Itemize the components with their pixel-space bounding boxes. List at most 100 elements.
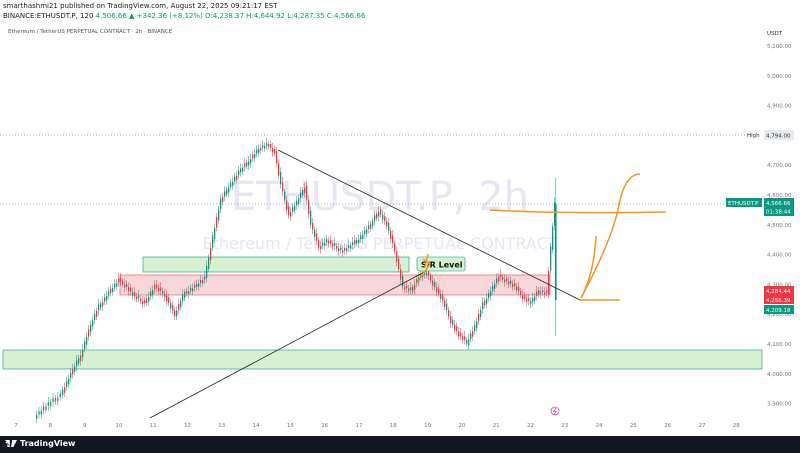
candle-body	[394, 243, 396, 252]
ohlc-values: 4,506.66 ▲ +342.36 (+8.12%) O:4,238.37 H…	[95, 12, 366, 20]
candle-body	[552, 226, 554, 250]
candle-body	[326, 239, 328, 243]
candle-body	[224, 191, 226, 197]
candle-body	[292, 207, 294, 212]
candle-body	[404, 286, 406, 290]
candle-body	[174, 310, 176, 317]
candle-body	[110, 288, 112, 293]
candle-body	[126, 284, 128, 288]
time-axis[interactable]: 7 8 9 10 11 12 13 14 15 16 17 18 19 20 21 22 23 24 25 26 27 2…	[14, 423, 740, 429]
candle-body	[186, 290, 188, 294]
candle-body	[180, 301, 182, 308]
candle-body	[130, 287, 132, 292]
candle-body	[322, 242, 324, 246]
support-zone[interactable]	[2, 349, 763, 370]
candle-body	[96, 310, 98, 317]
candle-body	[312, 222, 314, 230]
sr-level-zone[interactable]	[142, 256, 410, 273]
last-price-value: 4,566.66	[766, 201, 791, 207]
candle-body	[554, 202, 556, 226]
candle-body	[516, 286, 518, 291]
candle-body	[502, 277, 504, 280]
footer-bar: TradingView	[0, 436, 800, 453]
candle-body	[234, 176, 236, 182]
candle-body	[356, 240, 358, 244]
candle-body	[324, 242, 326, 246]
candle-body	[218, 209, 220, 221]
price-tick-label: 4,700.00	[767, 163, 792, 169]
candle-body	[488, 293, 490, 299]
time-tick-label: 20	[458, 423, 465, 429]
candle-body	[548, 270, 550, 295]
time-tick-label: 18	[390, 423, 397, 429]
candle-body	[320, 246, 322, 250]
ascending-trendline[interactable]	[149, 268, 431, 419]
time-tick-label: 28	[733, 423, 740, 429]
candle-body	[208, 257, 210, 269]
time-tick-label: 9	[83, 423, 87, 429]
candle-body	[146, 298, 148, 304]
candle-body	[506, 278, 508, 282]
candle-body	[482, 302, 484, 310]
candle-body	[250, 159, 252, 164]
candle-body	[332, 243, 334, 247]
high-tag: High 4,794.00	[747, 130, 794, 140]
candle-body	[162, 290, 164, 294]
event-marker-icon[interactable]	[550, 406, 560, 416]
time-tick-label: 24	[596, 423, 603, 429]
candle-body	[296, 200, 298, 206]
candle-body	[54, 398, 57, 402]
candle-body	[342, 250, 344, 253]
candle-body	[128, 287, 130, 292]
price-tick-label: 4,400.00	[767, 253, 792, 259]
candle-body	[382, 214, 384, 220]
candle-body	[66, 381, 68, 387]
ohlc-line: BINANCE:ETHUSDT.P, 120 4,506.66 ▲ +342.3…	[3, 12, 365, 20]
price-tag-1: 4,284.44	[766, 289, 791, 295]
candle-body	[420, 274, 422, 277]
time-tick-label: 25	[630, 423, 637, 429]
time-tick-label: 13	[218, 423, 225, 429]
time-tick-label: 26	[664, 423, 671, 429]
candle-body	[172, 305, 174, 311]
candle-body	[532, 297, 534, 303]
candle-body	[86, 337, 88, 345]
candle-body	[282, 182, 284, 192]
candle-body	[230, 182, 232, 188]
price-chart[interactable]: ETHUSDT.P, 2h Ethereum / TetherUS PERPET…	[0, 24, 800, 432]
candle-body	[334, 242, 336, 246]
candle-body	[246, 162, 248, 167]
descending-trendline[interactable]	[277, 149, 581, 301]
candle-body	[104, 297, 106, 302]
candle-body	[484, 300, 486, 306]
candle-body	[410, 287, 412, 290]
candle-body	[158, 288, 160, 292]
price-tick-label: 4,600.00	[767, 193, 792, 199]
price-axis[interactable]: USDT 5,100.005,000.004,900.004,800.004,7…	[767, 31, 792, 408]
projection-drawing[interactable]	[415, 173, 667, 301]
candle-body	[432, 280, 434, 286]
candle-body	[244, 163, 246, 168]
candle-body	[430, 275, 432, 281]
time-tick-label: 21	[493, 423, 500, 429]
candle-body	[240, 168, 242, 173]
candle-body	[156, 284, 158, 288]
tradingview-logo-icon	[5, 440, 17, 447]
candle-body	[424, 271, 426, 275]
candle-body	[466, 340, 468, 344]
candle-body	[154, 284, 156, 290]
candle-body	[248, 161, 250, 166]
time-tick-label: 27	[699, 423, 706, 429]
candle-body	[118, 278, 120, 283]
candle-body	[278, 163, 280, 176]
candle-body	[362, 234, 364, 239]
time-tick-label: 16	[321, 423, 328, 429]
candle-body	[308, 199, 310, 215]
candle-body	[142, 301, 144, 304]
candle-body	[504, 279, 506, 283]
sr-level-annotation[interactable]: S/R Level	[416, 256, 466, 272]
candle-body	[194, 285, 196, 288]
candle-body	[458, 331, 460, 337]
price-tick-label: 4,300.00	[767, 282, 792, 288]
candle-body	[152, 290, 154, 295]
